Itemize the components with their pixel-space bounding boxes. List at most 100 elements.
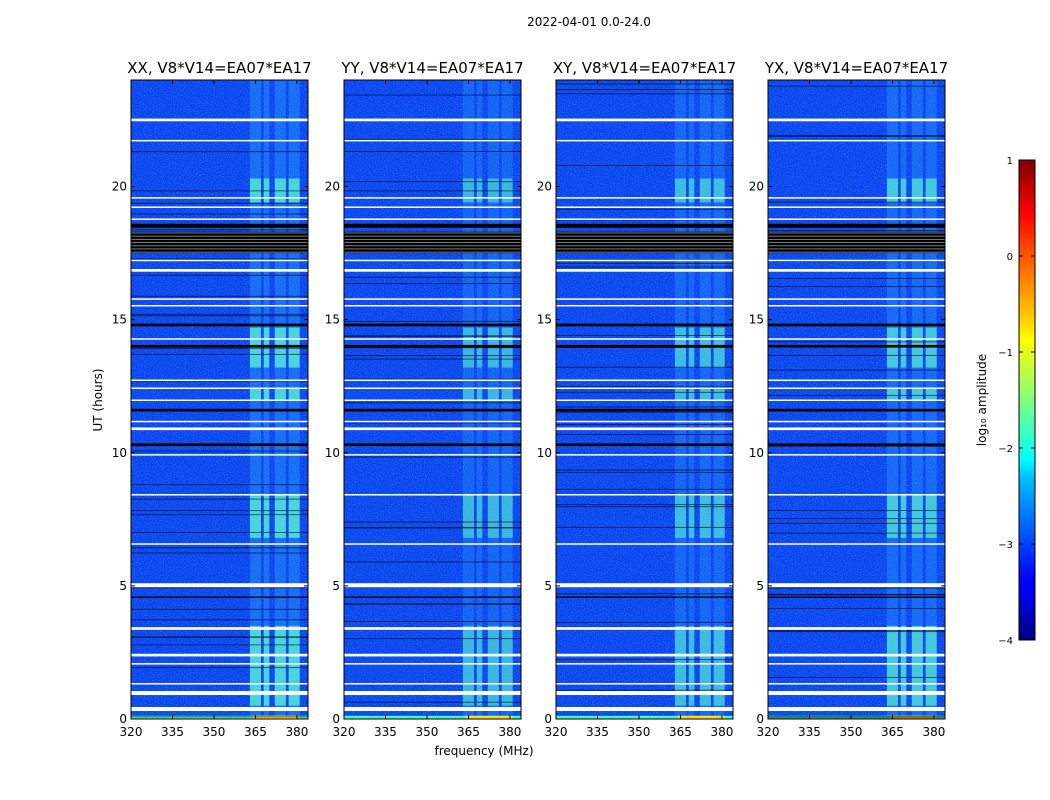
dark-line: [131, 510, 308, 512]
y-tick-label: 20: [537, 180, 552, 194]
dark-line: [131, 202, 308, 204]
figure-suptitle: 2022-04-01 0.0-24.0: [527, 15, 651, 29]
flagged-white-gap: [344, 683, 521, 685]
dark-line: [768, 135, 945, 137]
dark-line: [768, 607, 945, 609]
flagged-black-band: [344, 596, 521, 598]
flagged-white-gap: [344, 379, 521, 382]
dark-line: [556, 423, 733, 425]
flagged-white-gap: [344, 118, 521, 122]
panels: XX, V8*V14=EA07*EA17 320 335 350 365 380 0 5 10 1…: [112, 59, 948, 739]
flagged-white-gap: [768, 494, 945, 496]
flagged-white-gap: [768, 583, 945, 588]
dark-line: [768, 510, 945, 512]
rfi-block: [674, 178, 686, 203]
dark-line: [556, 266, 733, 268]
rfi-block: [713, 178, 725, 203]
flagged-black-band: [556, 443, 733, 447]
dark-line: [768, 286, 945, 288]
x-axis-label: frequency (MHz): [434, 744, 533, 758]
y-tick-label: 0: [119, 712, 127, 726]
rfi-block: [886, 625, 898, 706]
dark-line: [344, 181, 521, 183]
flagged-hairline: [344, 245, 521, 247]
rfi-block: [688, 178, 695, 203]
dark-line: [556, 469, 733, 471]
rfi-block: [274, 625, 286, 706]
dark-line: [344, 138, 521, 140]
rfi-block: [688, 625, 695, 706]
dark-line: [344, 402, 521, 404]
flagged-black-band: [131, 223, 308, 228]
flagged-black-band: [768, 223, 945, 228]
flagged-white-gap: [131, 139, 308, 142]
dark-line: [556, 164, 733, 166]
flagged-black-band: [768, 596, 945, 598]
dark-line: [131, 315, 308, 317]
dark-line: [131, 190, 308, 192]
rfi-block: [674, 495, 686, 538]
dark-line: [556, 659, 733, 661]
flagged-black-band: [556, 408, 733, 412]
dark-line: [131, 531, 308, 533]
x-tick-label: 320: [333, 725, 356, 739]
x-tick-label: 350: [628, 725, 651, 739]
flagged-white-gap: [768, 387, 945, 390]
dark-line: [768, 532, 945, 534]
flagged-black-band: [556, 344, 733, 348]
rfi-block: [688, 388, 695, 400]
flagged-black-band: [768, 344, 945, 348]
dark-line: [131, 619, 308, 621]
flagged-white-gap: [556, 494, 733, 496]
flagged-white-gap: [556, 454, 733, 456]
flagged-white-gap: [344, 304, 521, 307]
dark-line: [768, 445, 945, 447]
flagged-white-gap: [556, 691, 733, 696]
flagged-white-gap: [344, 218, 521, 220]
dark-line: [131, 274, 308, 276]
panel-1: YY, V8*V14=EA07*EA17 320 335 350 365 380 0 5 10 1…: [325, 59, 524, 739]
dark-line: [344, 521, 521, 523]
dark-line: [131, 636, 308, 638]
dark-line: [556, 208, 733, 210]
rfi-block: [487, 495, 499, 538]
flagged-hairline: [131, 232, 308, 234]
flagged-black-band: [131, 344, 308, 348]
rfi-block: [674, 388, 686, 400]
flagged-white-gap: [556, 118, 733, 122]
heatmap-area: [344, 80, 521, 719]
flagged-black-band: [344, 223, 521, 228]
flagged-white-gap: [556, 139, 733, 142]
panel-3: YX, V8*V14=EA07*EA17 320 335 350 365 380 0 5 10 1…: [749, 59, 948, 739]
flagged-white-gap: [556, 653, 733, 657]
flagged-white-gap: [344, 298, 521, 300]
flagged-white-gap: [131, 206, 308, 208]
dark-line: [131, 608, 308, 610]
panel-frame: [343, 79, 522, 720]
rfi-block: [501, 625, 513, 706]
dark-line: [768, 631, 945, 633]
dark-line: [768, 369, 945, 371]
rfi-block: [886, 178, 898, 203]
flagged-white-gap: [768, 454, 945, 456]
flagged-white-gap: [768, 304, 945, 307]
flagged-white-gap: [556, 206, 733, 208]
flagged-white-gap: [768, 691, 945, 696]
flagged-white-gap: [344, 427, 521, 431]
flagged-white-gap: [556, 269, 733, 272]
rfi-block: [699, 495, 711, 538]
x-tick-label: 365: [669, 725, 692, 739]
x-tick-label: 335: [586, 725, 609, 739]
flagged-white-gap: [556, 304, 733, 307]
dark-line: [768, 676, 945, 678]
dark-line: [131, 258, 308, 260]
dark-line: [131, 644, 308, 646]
flagged-black-band: [131, 408, 308, 412]
flagged-hairline: [131, 235, 308, 237]
heatmap-area: [768, 80, 945, 719]
dark-line: [768, 277, 945, 279]
dark-line: [556, 504, 733, 506]
flagged-hairline: [344, 251, 521, 253]
flagged-white-gap: [344, 420, 521, 423]
x-tick-label: 335: [374, 725, 397, 739]
